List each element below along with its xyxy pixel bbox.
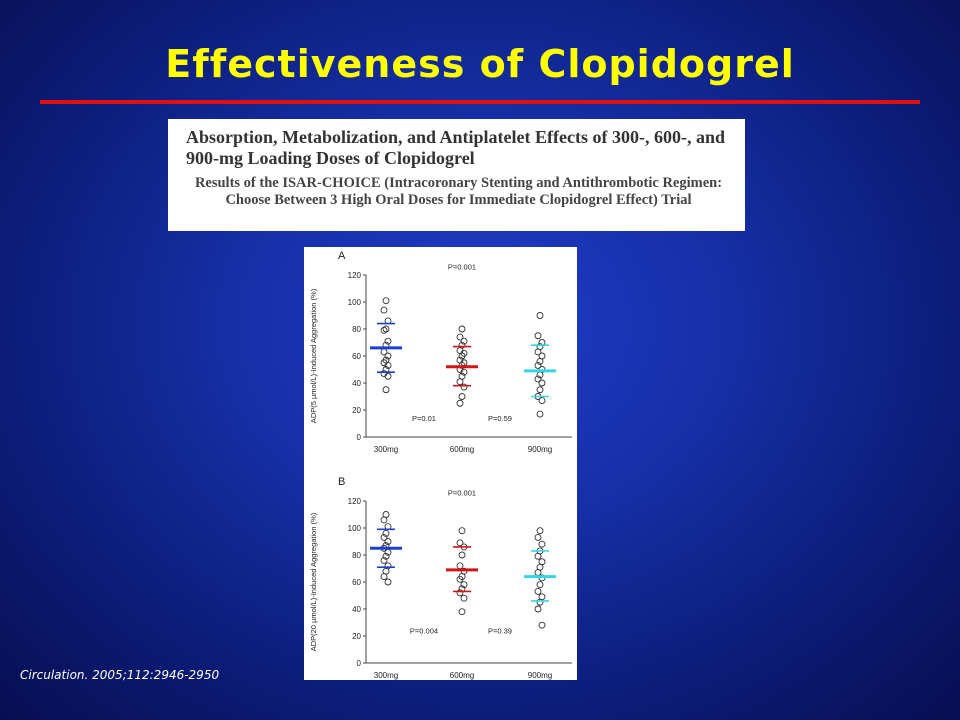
data-point: [538, 379, 546, 387]
data-point: [384, 352, 392, 360]
data-point: [460, 594, 468, 602]
data-point: [538, 621, 546, 629]
x-tick-label: 900mg: [528, 671, 552, 680]
y-axis-label: ADP(5 µmol/L)-Induced Aggregation (%): [309, 288, 318, 423]
data-point: [536, 410, 544, 418]
data-point: [536, 581, 544, 589]
chart-panel-a: A 0 20 40 60 80 100 120 ADP(5 µmol/L)-Induced Ag…: [309, 250, 572, 454]
data-point: [534, 348, 542, 356]
data-point: [534, 534, 542, 541]
article-subtitle: Results of the ISAR-CHOICE (Intracoronar…: [194, 175, 723, 208]
data-point: [380, 556, 388, 564]
y-tick-label: 80: [352, 325, 361, 334]
x-tick-label: 600mg: [450, 671, 474, 680]
data-point: [536, 312, 544, 319]
data-point: [382, 552, 390, 560]
p-value-annotation: P=0.59: [488, 414, 512, 423]
data-point: [534, 605, 542, 613]
y-tick-label: 40: [352, 379, 361, 388]
y-tick-label: 120: [348, 271, 362, 280]
data-point: [534, 375, 542, 383]
y-tick-label: 20: [352, 632, 361, 641]
data-point: [458, 608, 466, 616]
x-tick-label: 300mg: [374, 671, 398, 680]
p-value-annotation: P=0.39: [488, 626, 512, 635]
panel-label: B: [338, 476, 345, 488]
data-point: [458, 325, 466, 333]
data-point: [384, 372, 392, 380]
data-point: [534, 588, 542, 595]
data-point: [380, 573, 388, 581]
y-tick-label: 60: [352, 352, 361, 361]
data-point: [534, 332, 542, 340]
data-point: [380, 306, 388, 314]
y-tick-label: 100: [348, 524, 362, 533]
y-tick-label: 0: [357, 659, 362, 668]
data-point: [538, 397, 546, 405]
data-point: [380, 534, 388, 541]
citation: Circulation. 2005;112:2946-2950: [20, 668, 220, 682]
p-value-annotation: P=0.01: [412, 414, 436, 423]
data-point: [460, 368, 468, 376]
data-point: [382, 386, 390, 394]
article-header-image: Absorption, Metabolization, and Antiplat…: [168, 119, 745, 231]
y-tick-label: 60: [352, 578, 361, 587]
data-point: [460, 581, 468, 589]
slide-title: Effectiveness of Clopidogrel: [165, 42, 795, 86]
title-divider: [40, 100, 920, 104]
data-point: [384, 337, 392, 345]
p-value-annotation: P=0.004: [410, 626, 438, 635]
data-point: [456, 562, 464, 570]
data-point: [456, 575, 464, 583]
data-point: [380, 326, 388, 334]
data-point: [456, 589, 464, 597]
data-point: [536, 598, 544, 606]
chart-figure: A 0 20 40 60 80 100 120 ADP(5 µmol/L)-Induced Ag…: [304, 247, 577, 680]
panel-label: A: [338, 250, 346, 262]
p-value-annotation: P=0.001: [448, 489, 476, 498]
p-value-annotation: P=0.001: [448, 263, 476, 272]
data-point: [534, 552, 542, 560]
x-tick-label: 300mg: [374, 445, 398, 454]
x-tick-label: 900mg: [528, 445, 552, 454]
data-point: [384, 538, 392, 545]
data-point: [382, 325, 390, 333]
data-point: [458, 393, 466, 400]
data-point: [458, 352, 466, 360]
y-tick-label: 0: [357, 433, 362, 442]
data-point: [536, 357, 544, 365]
data-point: [536, 386, 544, 394]
data-point: [460, 383, 468, 391]
data-point: [382, 529, 390, 537]
data-point: [534, 569, 542, 576]
y-tick-label: 100: [348, 298, 362, 307]
x-tick-label: 600mg: [450, 445, 474, 454]
data-point: [458, 551, 466, 559]
article-title: Absorption, Metabolization, and Antiplat…: [186, 127, 725, 168]
data-point: [456, 399, 464, 407]
y-tick-label: 20: [352, 406, 361, 415]
chart-panel-b: B 0 20 40 60 80 100 120 ADP(20 µmol/L)-Induced A…: [309, 476, 572, 680]
y-tick-label: 40: [352, 605, 361, 614]
y-tick-label: 120: [348, 497, 362, 506]
data-point: [538, 540, 546, 548]
data-point: [460, 337, 468, 345]
data-point: [458, 527, 466, 535]
y-axis-label: ADP(20 µmol/L)-Induced Aggregation (%): [309, 512, 318, 651]
data-point: [380, 516, 388, 524]
scatter-charts: A 0 20 40 60 80 100 120 ADP(5 µmol/L)-Induced Ag…: [309, 250, 572, 680]
data-point: [456, 333, 464, 341]
data-point: [456, 378, 464, 386]
y-tick-label: 80: [352, 551, 361, 560]
data-point: [536, 527, 544, 535]
data-point: [384, 361, 392, 369]
data-point: [384, 578, 392, 586]
data-point: [382, 297, 390, 305]
data-point: [534, 361, 542, 369]
data-point: [456, 539, 464, 547]
